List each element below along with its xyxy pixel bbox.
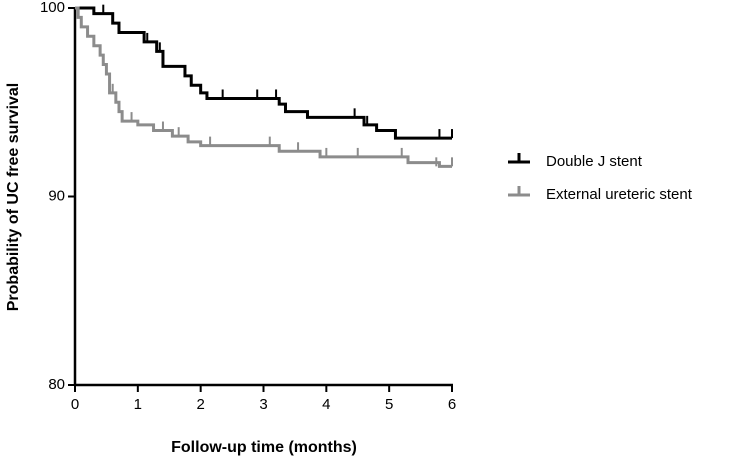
y-tick-label: 80 (48, 376, 65, 393)
x-axis-label: Follow-up time (months) (171, 439, 357, 456)
survival-curve (75, 6, 452, 140)
x-tick-label: 5 (385, 396, 393, 413)
x-tick-label: 4 (322, 396, 330, 413)
legend-marker (508, 186, 530, 197)
survival-curve (75, 6, 452, 168)
x-tick-label: 3 (259, 396, 267, 413)
legend-marker (508, 153, 530, 164)
y-tick-label: 100 (40, 0, 65, 16)
x-tick-label: 2 (196, 396, 204, 413)
y-axis-label: Probability of UC free survival (5, 83, 22, 312)
legend-label: Double J stent (546, 153, 643, 170)
legend-label: External ureteric stent (546, 186, 693, 203)
x-tick-label: 1 (134, 396, 142, 413)
x-tick-label: 0 (71, 396, 79, 413)
x-tick-label: 6 (448, 396, 456, 413)
y-tick-label: 90 (48, 187, 65, 204)
